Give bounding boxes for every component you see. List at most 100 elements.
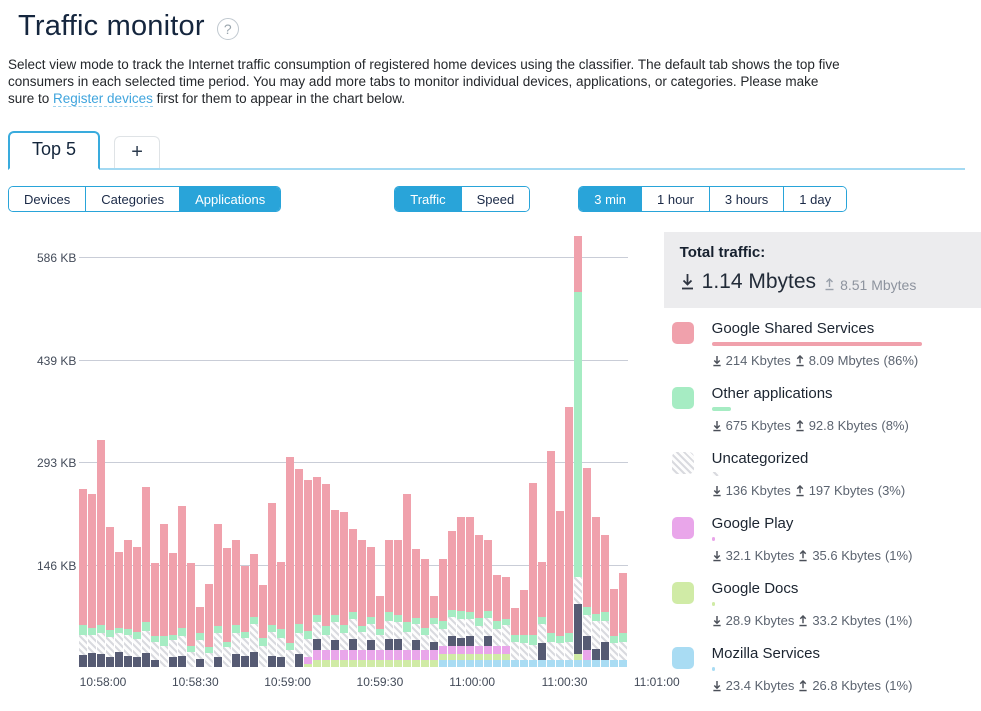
stacked-bar[interactable] <box>556 510 564 667</box>
stacked-bar[interactable] <box>115 552 123 667</box>
stacked-bar[interactable] <box>493 574 501 667</box>
view-mode-devices[interactable]: Devices <box>9 187 87 211</box>
bar-segment-other_applications <box>538 616 546 624</box>
bar-segment-other_applications <box>142 622 150 631</box>
stacked-bar[interactable] <box>349 529 357 667</box>
bar-segment-mozilla_services <box>583 660 591 667</box>
bar-segment-uncategorized <box>565 641 573 660</box>
time-range-1-day[interactable]: 1 day <box>784 187 847 211</box>
stacked-bar[interactable] <box>529 482 537 667</box>
stacked-bar[interactable] <box>511 607 519 667</box>
stacked-bar[interactable] <box>430 595 438 667</box>
stacked-bar[interactable] <box>142 487 150 667</box>
stacked-bar[interactable] <box>502 577 510 667</box>
bar-segment-google_shared_services <box>394 539 402 616</box>
stacked-bar[interactable] <box>169 552 177 667</box>
bar-segment-google_shared_services <box>619 572 627 634</box>
stacked-bar[interactable] <box>151 562 159 667</box>
register-devices-link[interactable]: Register devices <box>53 91 153 107</box>
stacked-bar[interactable] <box>106 527 114 667</box>
stacked-bar[interactable] <box>358 540 366 667</box>
bar-segment-other_applications <box>349 612 357 620</box>
stacked-bar[interactable] <box>592 517 600 667</box>
stacked-bar[interactable] <box>88 494 96 667</box>
bar-segment-mozilla_services <box>574 660 582 667</box>
metric-mode-speed[interactable]: Speed <box>461 187 530 211</box>
legend-item-uncategorized[interactable]: Uncategorized 136 Kbytes 197 Kbytes (3%) <box>664 450 981 498</box>
bar-segment-mozilla_services <box>502 660 510 667</box>
bar-segment-google_docs <box>322 660 330 667</box>
stacked-bar[interactable] <box>313 477 321 667</box>
stacked-bar[interactable] <box>304 480 312 667</box>
stacked-bar[interactable] <box>475 535 483 667</box>
stacked-bar[interactable] <box>610 589 618 667</box>
bar-segment-google_shared_services <box>178 506 186 628</box>
legend-item-other-applications[interactable]: Other applications 675 Kbytes 92.8 Kbytes(… <box>664 385 981 433</box>
legend-item-google-shared-services[interactable]: Google Shared Services 214 Kbytes 8.09 Mby… <box>664 320 981 368</box>
time-range-3-hours[interactable]: 3 hours <box>709 187 785 211</box>
stacked-bar[interactable] <box>259 585 267 667</box>
time-range-3-min[interactable]: 3 min <box>579 187 643 211</box>
stacked-bar[interactable] <box>232 539 240 667</box>
stacked-bar[interactable] <box>286 457 294 667</box>
total-download: 1.14 Mbytes <box>680 270 816 294</box>
stacked-bar[interactable] <box>322 483 330 667</box>
bar-segment-other_applications <box>268 625 276 633</box>
stacked-bar[interactable] <box>223 548 231 667</box>
stacked-bar[interactable] <box>196 606 204 667</box>
stacked-bar[interactable] <box>160 523 168 667</box>
stacked-bar[interactable] <box>538 562 546 667</box>
bar-segment-mozilla_services <box>529 660 537 667</box>
stacked-bar[interactable] <box>466 517 474 667</box>
legend-item-google-play[interactable]: Google Play 32.1 Kbytes 35.6 Kbytes (1%) <box>664 515 981 563</box>
stacked-bar[interactable] <box>448 530 456 667</box>
tab-top5[interactable]: Top 5 <box>8 131 101 170</box>
stacked-bar[interactable] <box>484 540 492 667</box>
stacked-bar[interactable] <box>583 468 591 667</box>
stacked-bar[interactable] <box>385 539 393 667</box>
view-mode-categories[interactable]: Categories <box>86 187 181 211</box>
stacked-bar[interactable] <box>124 540 132 667</box>
bar-segment-google_play <box>448 646 456 655</box>
legend-item-mozilla-services[interactable]: Mozilla Services 23.4 Kbytes 26.8 Kbytes (1… <box>664 645 981 693</box>
stacked-bar[interactable] <box>241 565 249 667</box>
stacked-bar[interactable] <box>619 572 627 667</box>
stacked-bar[interactable] <box>376 595 384 667</box>
stacked-bar[interactable] <box>601 535 609 667</box>
stacked-bar[interactable] <box>250 553 258 667</box>
stacked-bar[interactable] <box>520 590 528 667</box>
stacked-bar[interactable] <box>547 451 555 667</box>
stacked-bar[interactable] <box>403 494 411 667</box>
stacked-bar[interactable] <box>295 468 303 667</box>
stacked-bar[interactable] <box>214 523 222 667</box>
add-tab-button[interactable]: + <box>114 136 161 168</box>
stacked-bar[interactable] <box>439 559 447 667</box>
stacked-bar[interactable] <box>394 539 402 667</box>
stacked-bar[interactable] <box>457 516 465 667</box>
stacked-bar[interactable] <box>565 407 573 667</box>
stacked-bar[interactable] <box>277 562 285 667</box>
stacked-bar[interactable] <box>331 509 339 667</box>
help-icon[interactable]: ? <box>216 17 239 40</box>
stacked-bar[interactable] <box>187 563 195 667</box>
view-mode-applications[interactable]: Applications <box>180 187 281 211</box>
time-range-1-hour[interactable]: 1 hour <box>642 187 710 211</box>
stacked-bar[interactable] <box>340 512 348 667</box>
stacked-bar[interactable] <box>268 502 276 667</box>
stacked-bar[interactable] <box>367 547 375 667</box>
metric-mode-traffic[interactable]: Traffic <box>395 187 462 211</box>
stacked-bar[interactable] <box>574 235 582 667</box>
stacked-bar[interactable] <box>412 548 420 667</box>
stacked-bar[interactable] <box>205 584 213 667</box>
stacked-bar[interactable] <box>97 439 105 667</box>
stacked-bar[interactable] <box>133 547 141 667</box>
stacked-bar[interactable] <box>79 489 87 667</box>
legend-item-google-docs[interactable]: Google Docs 28.9 Kbytes 33.2 Kbytes (1%) <box>664 580 981 628</box>
stacked-bar[interactable] <box>178 506 186 667</box>
bar-segment-google_shared_services <box>466 517 474 613</box>
bar-segment-uncategorized <box>304 639 312 658</box>
bar-segment-uncategorized <box>430 623 438 642</box>
stacked-bar[interactable] <box>421 559 429 667</box>
bar-segment-google_shared_services <box>196 606 204 634</box>
bar-segment-other_applications <box>232 625 240 634</box>
